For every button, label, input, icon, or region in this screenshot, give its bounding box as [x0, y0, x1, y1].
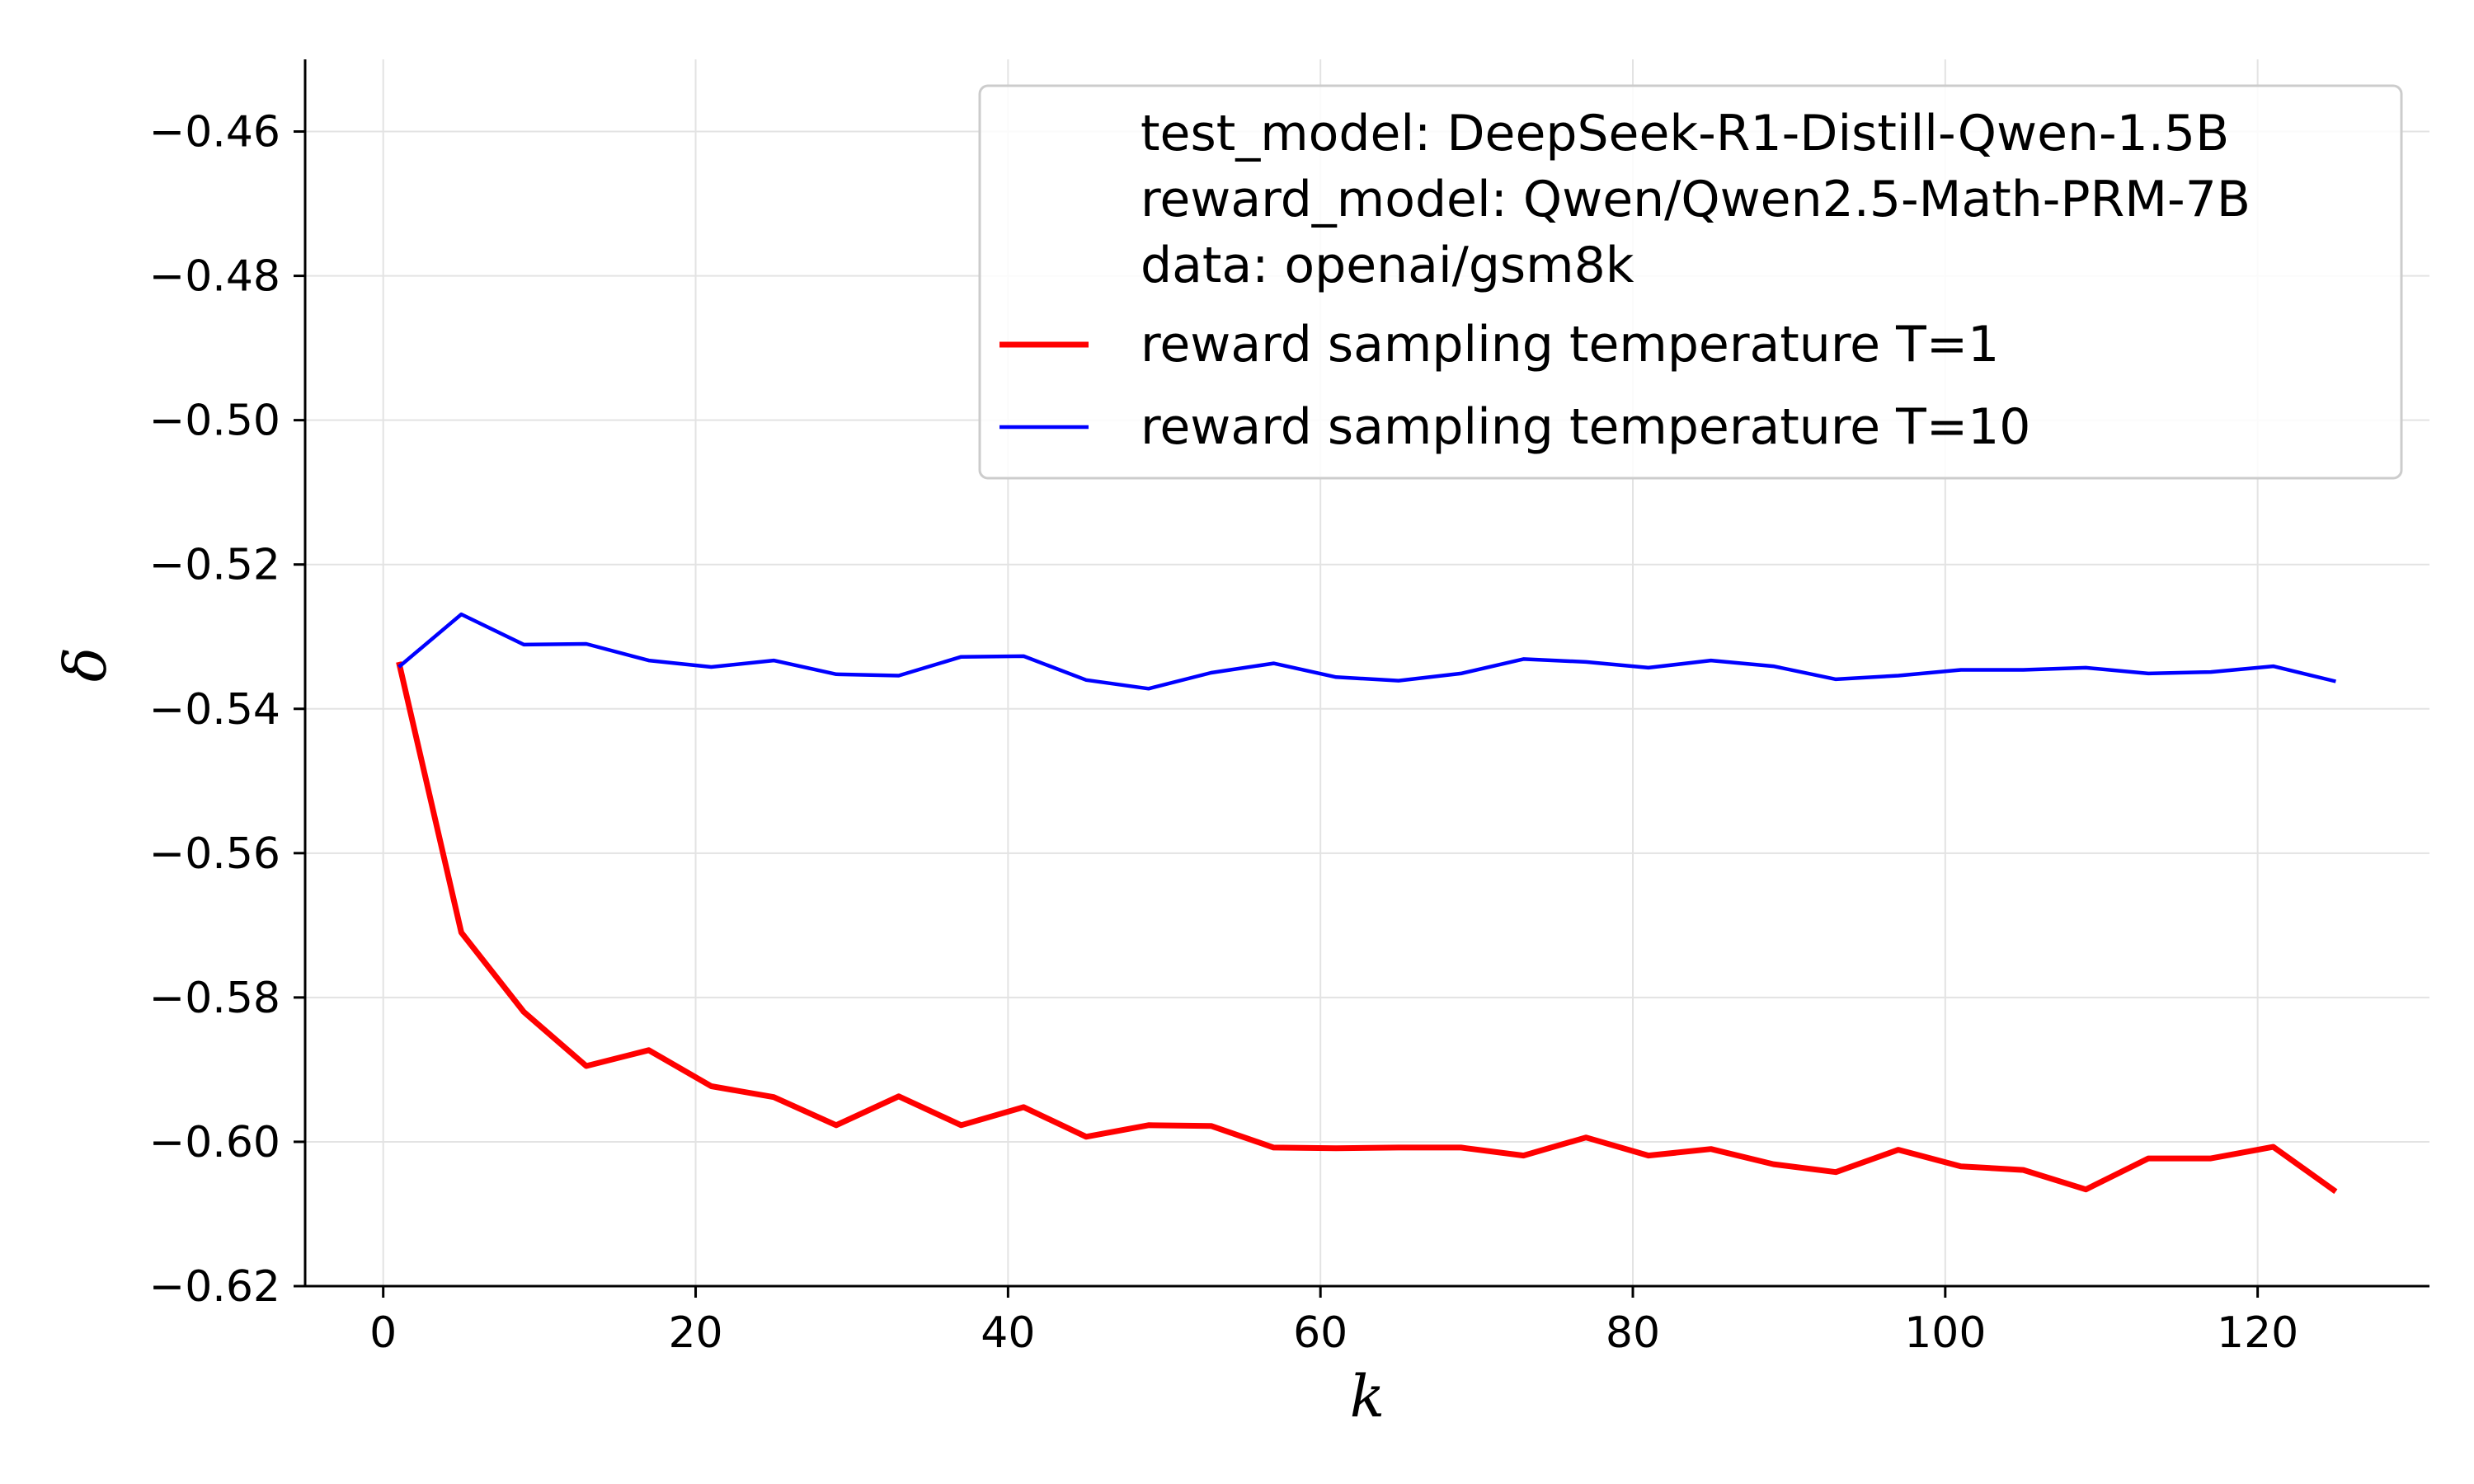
x-axis-label: k [1350, 1363, 1385, 1430]
y-tick-label: −0.46 [149, 108, 280, 157]
axes [303, 59, 2429, 1288]
x-tick-label: 0 [369, 1308, 397, 1358]
x-tick-label: 40 [981, 1308, 1035, 1358]
x-tick-label: 20 [668, 1308, 722, 1358]
x-tick-label: 100 [1904, 1308, 1986, 1358]
series-line-t1 [396, 661, 2338, 1195]
legend-header-data: data: openai/gsm8k [1141, 237, 1634, 294]
legend-header-reward-model: reward_model: Qwen/Qwen2.5-Math-PRM-7B [1141, 171, 2251, 228]
y-tick-label: −0.50 [149, 397, 280, 446]
legend-label-t1: reward sampling temperature T=1 [1141, 316, 1999, 373]
series-lines [396, 612, 2338, 1195]
series-line-t10 [397, 612, 2336, 691]
y-tick-label: −0.52 [149, 541, 280, 590]
y-axis-label: δ [52, 647, 120, 682]
x-tick-label: 80 [1606, 1308, 1660, 1358]
ticks: 0 20 40 60 80 100 120 −0.62 −0.60 −0.58 −0.56 −0.54… [149, 108, 2299, 1358]
legend-box [978, 84, 2403, 480]
y-tick-label: −0.48 [149, 252, 280, 302]
y-tick-label: −0.58 [149, 974, 280, 1023]
x-tick-label: 120 [2217, 1308, 2298, 1358]
y-tick-label: −0.60 [149, 1118, 280, 1167]
x-tick-label: 60 [1293, 1308, 1348, 1358]
y-tick-label: −0.56 [149, 829, 280, 879]
legend-label-t10: reward sampling temperature T=10 [1141, 398, 2030, 456]
y-tick-label: −0.62 [149, 1262, 280, 1312]
y-tick-label: −0.54 [149, 685, 280, 735]
legend-header-test-model: test_model: DeepSeek-R1-Distill-Qwen-1.5… [1141, 105, 2229, 162]
legend: test_model: DeepSeek-R1-Distill-Qwen-1.5… [978, 84, 2403, 480]
